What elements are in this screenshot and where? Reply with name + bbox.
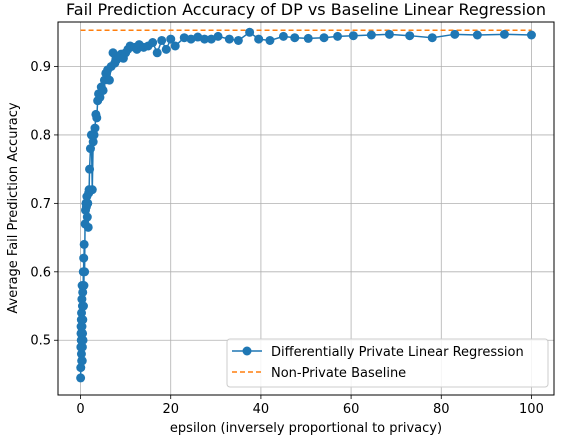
dp-data-point <box>366 30 376 40</box>
dp-data-point <box>384 29 394 39</box>
dp-data-point <box>78 287 88 297</box>
dp-data-point <box>450 29 460 39</box>
x-tick-label: 20 <box>162 402 179 417</box>
dp-data-point <box>79 253 89 263</box>
dp-data-point <box>303 33 313 43</box>
dp-data-point <box>319 33 329 43</box>
x-tick-label: 80 <box>433 402 450 417</box>
x-axis-label: epsilon (inversely proportional to priva… <box>170 421 442 435</box>
dp-data-point <box>186 34 196 44</box>
dp-data-point <box>427 33 437 43</box>
dp-data-point <box>80 267 90 277</box>
dp-data-point <box>254 34 264 44</box>
dp-data-point <box>161 44 171 54</box>
dp-data-point <box>157 35 167 45</box>
chart-title: Fail Prediction Accuracy of DP vs Baseli… <box>66 0 546 19</box>
dp-data-point <box>83 198 93 208</box>
dp-data-point <box>333 31 343 41</box>
dp-data-point <box>87 185 97 195</box>
dp-data-point <box>77 294 87 304</box>
dp-data-point <box>405 31 415 41</box>
grid-lines <box>58 22 554 395</box>
y-tick-label: 0.5 <box>30 334 51 349</box>
dp-data-point <box>78 301 88 311</box>
dp-data-point <box>166 34 176 44</box>
dp-data-point <box>85 144 95 154</box>
dp-data-point <box>152 48 162 58</box>
dp-data-point <box>79 280 89 290</box>
dp-data-point <box>95 92 105 102</box>
dp-data-point <box>83 222 93 232</box>
y-tick-label: 0.9 <box>30 60 51 75</box>
dp-data-point <box>77 308 87 318</box>
legend: Differentially Private Linear Regression… <box>226 338 549 388</box>
y-tick-label: 0.7 <box>30 197 51 212</box>
dp-data-point <box>278 31 288 41</box>
legend-baseline-label: Non-Private Baseline <box>271 366 406 381</box>
plot-frame <box>57 21 555 396</box>
legend-box <box>226 338 549 388</box>
dp-data-point <box>85 164 95 174</box>
y-axis-label: Average Fail Prediction Accuracy <box>6 102 21 313</box>
series-layer <box>76 27 536 383</box>
dp-data-point <box>76 373 86 383</box>
dp-data-point <box>98 85 108 95</box>
dp-data-point <box>233 35 243 45</box>
dp-data-point <box>193 32 203 42</box>
x-tick-label: 0 <box>76 402 84 417</box>
axis-ticks: 0 20 40 60 80 100 0.5 0.6 0.7 0.8 0.9 <box>30 60 544 417</box>
dp-data-point <box>179 33 189 43</box>
dp-data-point <box>78 328 88 338</box>
dp-data-point <box>265 35 275 45</box>
dp-data-point <box>348 31 358 41</box>
x-tick-label: 40 <box>253 402 270 417</box>
legend-dp-marker <box>242 346 252 356</box>
dp-data-point <box>472 30 482 40</box>
dp-data-point <box>78 335 88 345</box>
dp-data-point <box>170 41 180 51</box>
dp-data-point <box>79 239 89 249</box>
dp-data-point <box>90 123 100 133</box>
x-tick-label: 100 <box>519 402 544 417</box>
dp-data-point <box>76 349 86 359</box>
dp-data-point <box>213 31 223 41</box>
dp-data-point <box>104 75 114 85</box>
dp-data-point <box>88 137 98 147</box>
dp-data-point <box>82 212 92 222</box>
dp-data-point <box>224 34 234 44</box>
dp-data-point <box>499 29 509 39</box>
dp-data-point <box>77 342 87 352</box>
dp-data-point <box>89 130 99 140</box>
dp-data-point <box>92 113 102 123</box>
dp-data-point <box>526 30 536 40</box>
dp-data-point <box>206 34 216 44</box>
dp-data-point <box>78 315 88 325</box>
dp-data-point <box>77 356 87 366</box>
dp-data-point <box>290 33 300 43</box>
dp-data-point <box>77 322 87 332</box>
y-tick-label: 0.8 <box>30 128 51 143</box>
legend-dp-label: Differentially Private Linear Regression <box>271 345 524 360</box>
dp-data-point <box>76 363 86 373</box>
dp-data-point <box>245 27 255 37</box>
dp-data-point <box>148 38 158 48</box>
y-tick-label: 0.6 <box>30 265 51 280</box>
x-tick-label: 60 <box>343 402 360 417</box>
dp-data-point <box>200 34 210 44</box>
